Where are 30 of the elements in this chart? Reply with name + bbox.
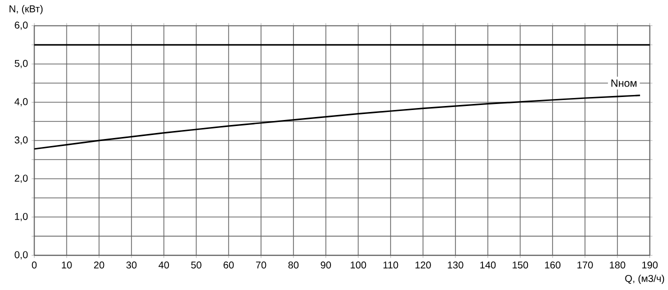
y-tick-label: 5,0	[14, 60, 28, 68]
x-tick-label: 110	[383, 262, 398, 269]
y-axis-title: N, (кВт)	[10, 5, 43, 14]
x-tick-label: 170	[577, 262, 593, 269]
x-tick-label: 180	[610, 262, 626, 269]
x-tick-label: 60	[224, 262, 234, 269]
x-tick-label: 50	[191, 262, 202, 269]
y-tick-label: 0,0	[14, 251, 28, 260]
annotation: Nном	[611, 79, 636, 87]
y-tick-label: 2,0	[14, 174, 28, 183]
y-tick-label: 3,0	[14, 136, 28, 145]
x-tick-label: 70	[256, 262, 266, 269]
x-tick-label: 40	[158, 262, 169, 269]
y-tick-label: 6,0	[14, 22, 28, 30]
x-tick-label: 130	[448, 262, 464, 269]
x-tick-label: 160	[545, 262, 560, 269]
x-tick-label: 80	[288, 262, 299, 269]
x-tick-label: 10	[62, 262, 72, 269]
x-tick-label: 30	[126, 262, 137, 269]
x-tick-label: 100	[350, 262, 366, 269]
x-tick-label: 20	[94, 262, 104, 269]
x-tick-label: 140	[480, 262, 496, 269]
y-tick-label: 4,0	[14, 98, 28, 106]
x-tick-label: 0	[32, 262, 37, 269]
x-tick-label: 150	[512, 262, 528, 269]
y-tick-label: 1,0	[15, 212, 28, 222]
x-axis-title: Q, (м3/ч)	[625, 274, 664, 284]
x-tick-label: 190	[642, 262, 658, 269]
x-tick-label: 90	[320, 262, 331, 269]
x-tick-label: 120	[416, 262, 431, 269]
